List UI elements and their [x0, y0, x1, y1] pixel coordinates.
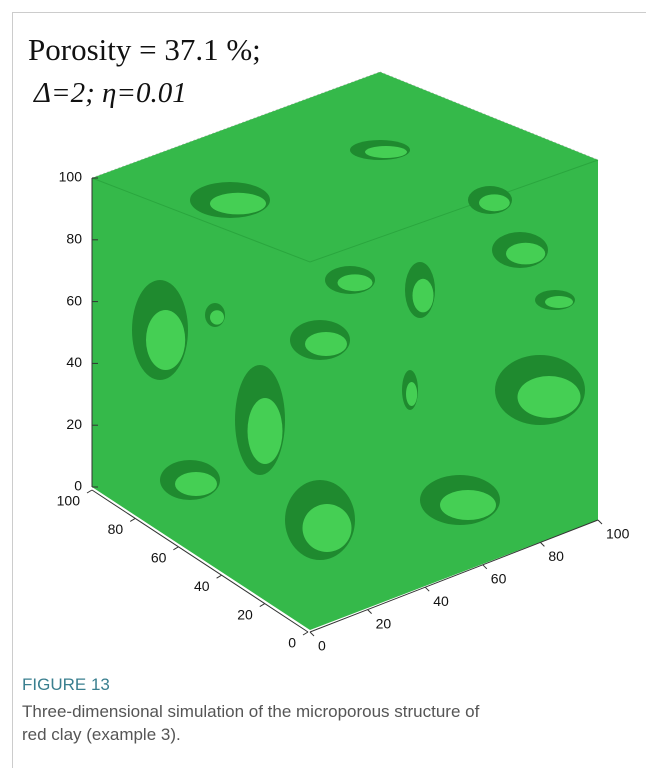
pore-highlight	[365, 146, 407, 158]
pore-highlight	[440, 490, 496, 520]
x-tick	[130, 518, 135, 521]
pore-highlight	[406, 382, 417, 406]
z-tick-label: 80	[66, 231, 82, 247]
subtitle: Δ=2; η=0.01	[33, 77, 187, 109]
pore-highlight	[305, 332, 347, 356]
y-tick-label: 0	[318, 638, 326, 654]
x-tick	[87, 490, 92, 493]
pore-highlight	[210, 310, 224, 324]
x-tick-label: 80	[108, 521, 124, 537]
x-tick-label: 0	[288, 635, 296, 651]
pore-highlight	[210, 193, 266, 215]
pore-highlight	[545, 296, 573, 308]
x-tick	[303, 632, 308, 635]
title: Porosity = 37.1 %;	[28, 32, 261, 67]
x-tick	[217, 575, 222, 578]
x-tick-label: 100	[57, 493, 81, 509]
x-tick	[173, 547, 178, 550]
x-tick-label: 20	[237, 606, 253, 622]
x-tick-label: 40	[194, 578, 210, 594]
pore-highlight	[338, 274, 373, 291]
y-tick-label: 60	[491, 571, 507, 587]
z-tick-label: 60	[66, 292, 82, 308]
y-tick-label: 20	[376, 615, 392, 631]
pore-highlight	[303, 504, 352, 552]
y-tick	[598, 520, 602, 524]
pore-highlight	[146, 310, 185, 370]
pore-highlight	[413, 279, 434, 313]
pore-highlight	[518, 376, 581, 418]
x-tick-label: 60	[151, 550, 167, 566]
y-tick-label: 40	[433, 593, 449, 609]
y-tick	[368, 610, 372, 614]
structure	[92, 72, 598, 630]
pore-highlight	[479, 194, 510, 211]
z-tick-label: 40	[66, 354, 82, 370]
chart: Porosity = 37.1 %; Δ=2; η=0.01 0 20 40 60 80…	[0, 0, 646, 670]
pore-highlight	[248, 398, 283, 464]
y-tick	[310, 632, 314, 636]
caption-label: FIGURE 13	[22, 675, 110, 695]
y-tick	[483, 565, 487, 569]
z-tick-label: 0	[74, 478, 82, 494]
pore-highlight	[175, 472, 217, 496]
y-tick-label: 100	[606, 526, 630, 542]
z-tick-label: 20	[66, 416, 82, 432]
pore-highlight	[506, 243, 545, 265]
x-tick	[260, 604, 265, 607]
caption-text: Three-dimensional simulation of the micr…	[22, 700, 502, 746]
y-tick	[425, 587, 429, 591]
y-tick	[540, 542, 544, 546]
z-tick-label: 100	[59, 169, 83, 185]
y-tick-label: 80	[548, 548, 564, 564]
